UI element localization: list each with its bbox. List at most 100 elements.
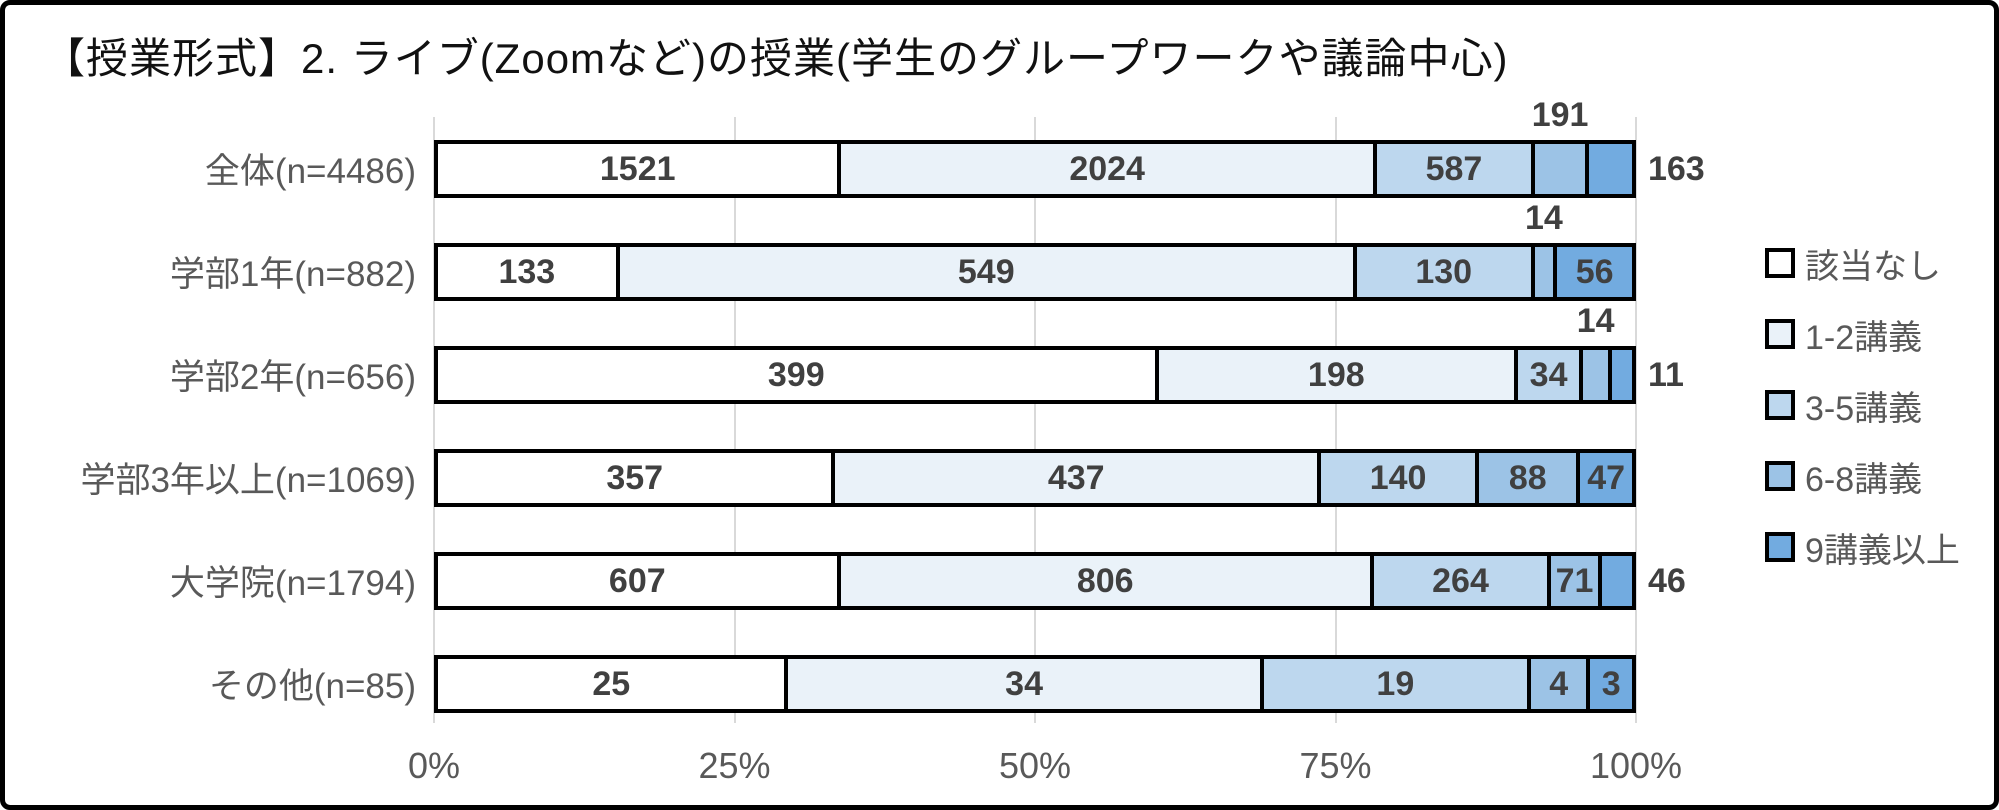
value-label: 4 [1549,664,1569,703]
gridline-0% [433,117,435,723]
bar-segment: 357 [434,448,836,507]
gridlines-layer [433,117,1637,723]
x-axis-tick: 0% [407,745,461,786]
bar-segment: 133 [434,242,620,301]
bar-segment: 71 [1547,551,1602,610]
legend-swatch-icon [1765,248,1795,278]
value-label: 133 [498,252,556,291]
stacked-bar: 399 198 34 14 11 [434,304,1684,404]
bar-segment: 56 [1553,242,1637,301]
bar-rows-container: 全体(n=4486) 1521 2024 587 191 163 学部1年(n=882) 13… [5,98,1705,735]
value-label: 130 [1415,252,1473,291]
legend-item: 9講義以上 [1765,527,1960,570]
bar-segment: 3 [1586,654,1636,713]
bar-segment: 399 [434,345,1159,404]
value-label: 19 [1376,664,1415,703]
bar-segment: 4 [1526,654,1591,713]
value-label: 437 [1047,458,1105,497]
bar-segment: 198 [1154,345,1519,404]
bar-segment: 88 [1475,448,1581,507]
bar-segment: 130 [1352,242,1535,301]
table-row: 全体(n=4486) 1521 2024 587 191 163 [5,98,1705,220]
legend-label: 3-5講義 [1805,389,1923,428]
stacked-bar: 607 806 264 71 46 [434,551,1686,610]
value-label: 88 [1508,458,1547,497]
legend-item: 該当なし [1765,243,1960,286]
category-label: 学部1年(n=882) [169,255,416,294]
bar-segment: 264 [1369,551,1552,610]
value-label: 56 [1575,252,1614,291]
gridline-100% [1635,117,1637,723]
bar-segment: 34 [1514,345,1584,404]
legend-label: 該当なし [1805,247,1941,286]
bar-segment: 19 [1259,654,1531,713]
value-label: 1521 [599,149,676,188]
value-label: 806 [1076,561,1134,600]
chart-title: 【授業形式】2. ライブ(Zoomなど)の授業(学生のグループワークや議論中心) [43,35,1509,82]
value-label: 549 [957,252,1015,291]
category-label: 学部3年以上(n=1069) [80,461,416,500]
bar-segment: 437 [831,448,1321,507]
value-label: 2024 [1069,149,1145,188]
bar-segment: 2024 [837,139,1377,198]
value-label: 140 [1369,458,1427,497]
value-label: 25 [592,664,631,703]
value-label: 34 [1529,355,1568,394]
gridline-25% [733,117,736,723]
x-axis-tick: 100% [1589,745,1683,786]
category-label: その他(n=85) [208,667,416,706]
table-row: 学部1年(n=882) 133 549 130 14 56 [5,201,1705,323]
value-label: 163 [1647,149,1705,188]
bar-segment: 587 [1372,139,1536,198]
category-label: 大学院(n=1794) [169,564,416,603]
bar-segment: 11 [1608,345,1684,404]
x-axis-tick: 25% [698,745,771,786]
table-row: 学部3年以上(n=1069) 357 437 140 88 47 [5,426,1705,529]
value-label: 14 [1576,301,1615,340]
legend-item: 6-8講義 [1765,456,1960,499]
legend-swatch-icon [1765,532,1795,562]
value-label: 3 [1601,664,1621,703]
table-row: その他(n=85) 25 34 19 4 3 [5,632,1705,735]
bar-segment: 25 [434,654,789,713]
value-label: 191 [1531,95,1589,134]
value-label: 264 [1432,561,1489,600]
legend-swatch-icon [1765,319,1795,349]
x-axis-tick: 50% [998,745,1072,786]
bar-segment: 163 [1585,139,1705,198]
legend-swatch-icon [1765,461,1795,491]
legend-item: 1-2講義 [1765,314,1960,357]
x-axis: 0% 25% 50% 75% 100% [408,745,1682,795]
stacked-bar: 133 549 130 14 56 [434,201,1637,301]
bar-segment: 607 [434,551,841,610]
table-row: 学部2年(n=656) 399 198 34 14 11 [5,304,1705,426]
category-label: 全体(n=4486) [204,152,416,191]
bar-segment: 1521 [434,139,842,198]
value-label: 34 [1005,664,1043,703]
value-label: 587 [1425,149,1483,188]
legend-label: 6-8講義 [1805,460,1923,499]
bar-segment: 140 [1316,448,1480,507]
bar-segment: 46 [1597,551,1686,610]
category-label: 学部2年(n=656) [169,358,416,397]
stacked-bar: 1521 2024 587 191 163 [434,98,1705,198]
stacked-bar: 357 437 140 88 47 [434,448,1637,507]
value-label: 399 [767,355,825,394]
legend-swatch-icon [1765,390,1795,420]
table-row: 大学院(n=1794) 607 806 264 71 46 [5,529,1705,632]
legend-label: 9講義以上 [1805,531,1960,570]
value-label: 198 [1307,355,1365,394]
value-label: 607 [608,561,666,600]
value-label: 14 [1524,198,1563,237]
value-label: 11 [1648,355,1684,394]
stacked-bar: 25 34 19 4 3 [434,654,1636,713]
value-label: 71 [1555,561,1594,600]
legend: 該当なし 1-2講義 3-5講義 6-8講義 9講義以上 [1765,243,1960,570]
x-axis-tick: 75% [1299,745,1372,786]
legend-item: 3-5講義 [1765,385,1960,428]
legend-label: 1-2講義 [1805,318,1923,357]
value-label: 46 [1648,561,1686,600]
bar-segment: 47 [1576,448,1637,507]
gridline-75% [1334,117,1337,723]
